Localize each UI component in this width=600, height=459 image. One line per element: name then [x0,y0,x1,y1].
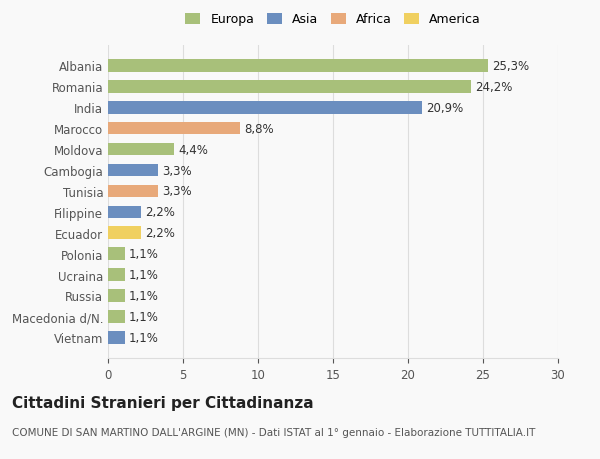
Bar [108,81,471,94]
Text: 24,2%: 24,2% [476,81,513,94]
Text: COMUNE DI SAN MARTINO DALL'ARGINE (MN) - Dati ISTAT al 1° gennaio - Elaborazione: COMUNE DI SAN MARTINO DALL'ARGINE (MN) -… [12,427,535,437]
Text: 1,1%: 1,1% [129,310,159,323]
Text: 1,1%: 1,1% [129,331,159,344]
Text: 8,8%: 8,8% [245,123,274,135]
Bar [108,60,487,73]
Bar [108,269,125,281]
Text: 1,1%: 1,1% [129,269,159,281]
Text: 3,3%: 3,3% [162,164,191,177]
Bar [108,185,157,198]
Text: 2,2%: 2,2% [146,227,175,240]
Bar [108,164,157,177]
Bar [108,227,141,240]
Bar [108,206,141,218]
Bar [108,123,240,135]
Bar [108,102,421,114]
Bar [108,248,125,260]
Bar [108,144,174,156]
Text: 1,1%: 1,1% [129,248,159,261]
Legend: Europa, Asia, Africa, America: Europa, Asia, Africa, America [181,8,485,31]
Text: 20,9%: 20,9% [426,101,463,115]
Text: 2,2%: 2,2% [146,206,175,219]
Bar [108,310,125,323]
Text: 4,4%: 4,4% [179,143,208,156]
Text: 3,3%: 3,3% [162,185,191,198]
Text: 25,3%: 25,3% [492,60,529,73]
Text: Cittadini Stranieri per Cittadinanza: Cittadini Stranieri per Cittadinanza [12,395,314,410]
Bar [108,290,125,302]
Bar [108,331,125,344]
Text: 1,1%: 1,1% [129,289,159,302]
